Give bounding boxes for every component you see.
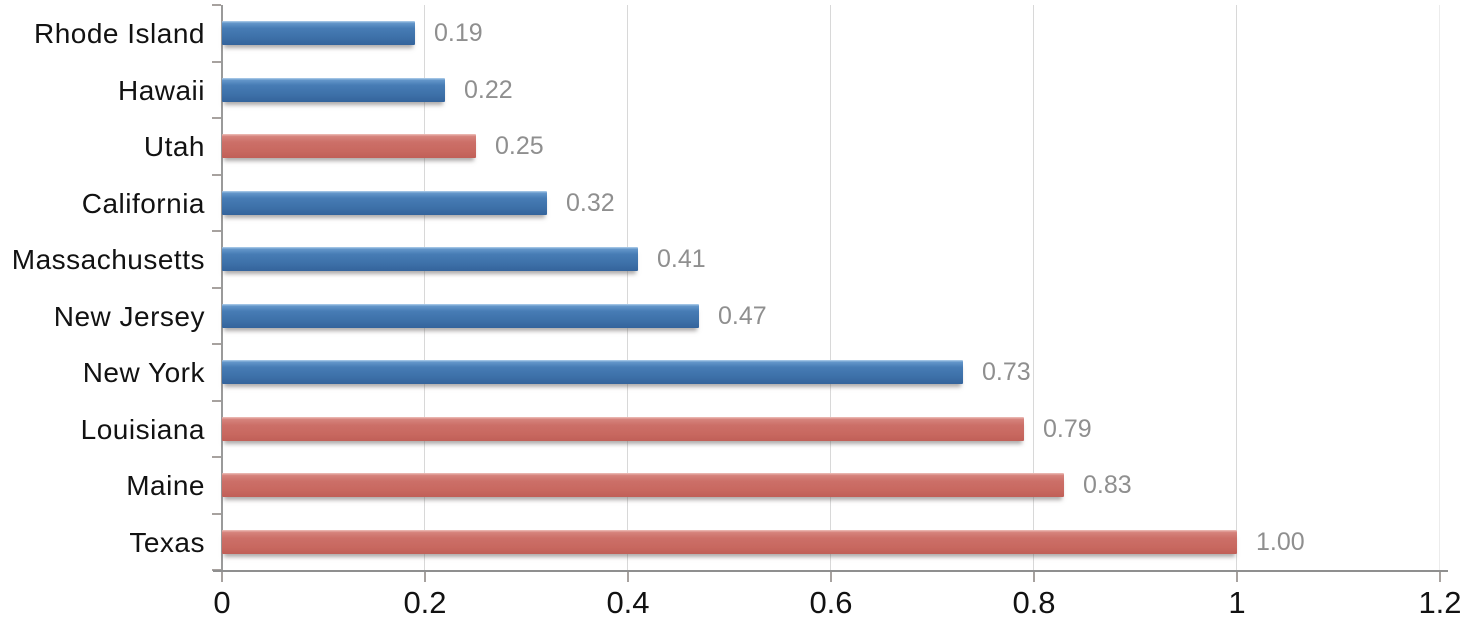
category-label-texas: Texas	[129, 526, 205, 558]
gridline	[1236, 5, 1237, 570]
plot-area: 0.19 0.22 0.25 0.32 0.41 0.47 0.73 0.79 0.83 1.00	[212, 4, 1448, 582]
x-axis-tick-label: 0	[213, 585, 231, 620]
bar-new-york	[222, 360, 963, 384]
y-axis-tick	[212, 287, 221, 289]
x-axis-tick-label: 0.6	[809, 585, 853, 620]
bar-maine	[222, 473, 1064, 497]
y-axis-tick	[212, 400, 221, 402]
bar-louisiana	[222, 417, 1024, 441]
bar-rhode-island	[222, 21, 415, 45]
y-axis-tick	[212, 4, 221, 6]
x-axis-tick	[424, 572, 426, 582]
y-axis-tick	[212, 513, 221, 515]
bar-new-jersey	[222, 304, 699, 328]
bar-utah	[222, 134, 476, 158]
gridline	[627, 5, 628, 570]
y-axis-tick	[212, 61, 221, 63]
bar-california	[222, 191, 547, 215]
bar-value-label: 0.32	[566, 189, 615, 217]
bar-row: 0.22	[222, 62, 1440, 119]
bar-hawaii	[222, 78, 445, 102]
gridline	[830, 5, 831, 570]
bar-value-label: 0.41	[657, 245, 706, 273]
y-axis-tick	[212, 174, 221, 176]
bar-texas	[222, 530, 1237, 554]
x-axis-tick-label: 0.4	[606, 585, 650, 620]
x-axis-tick-label: 0.2	[403, 585, 447, 620]
y-axis-tick	[212, 343, 221, 345]
y-axis-tick	[212, 230, 221, 232]
category-label-massachusetts: Massachusetts	[11, 243, 205, 275]
gridline	[1033, 5, 1034, 570]
x-axis-tick	[221, 572, 223, 582]
bar-row: 0.79	[222, 401, 1440, 458]
bar-value-label: 0.25	[495, 132, 544, 160]
category-label-new-jersey: New Jersey	[53, 300, 205, 332]
x-axis-tick-label: 1.2	[1418, 585, 1462, 620]
x-axis-tick-label: 0.8	[1012, 585, 1056, 620]
bar-value-label: 0.79	[1043, 415, 1092, 443]
bar-row: 0.19	[222, 5, 1440, 62]
bar-row: 0.32	[222, 175, 1440, 232]
x-axis-tick	[830, 572, 832, 582]
bar-value-label: 0.19	[434, 19, 483, 47]
bar-value-label: 0.83	[1083, 471, 1132, 499]
category-label-rhode-island: Rhode Island	[33, 17, 205, 49]
category-label-california: California	[81, 187, 205, 219]
gridline	[424, 5, 425, 570]
y-axis-tick	[212, 117, 221, 119]
x-axis-tick	[627, 572, 629, 582]
bar-row: 0.73	[222, 344, 1440, 401]
bar-row: 0.47	[222, 288, 1440, 345]
bar-row: 0.41	[222, 231, 1440, 288]
bar-row: 0.25	[222, 118, 1440, 175]
gridline	[1439, 5, 1440, 570]
category-label-maine: Maine	[126, 469, 205, 501]
bar-value-label: 1.00	[1256, 528, 1305, 556]
bar-value-label: 0.73	[982, 358, 1031, 386]
x-axis-tick	[1236, 572, 1238, 582]
category-label-hawaii: Hawaii	[117, 74, 205, 106]
category-label-new-york: New York	[82, 356, 205, 388]
category-label-utah: Utah	[143, 130, 205, 162]
category-label-louisiana: Louisiana	[80, 413, 205, 445]
y-axis-tick	[212, 456, 221, 458]
bar-value-label: 0.22	[464, 76, 513, 104]
bar-massachusetts	[222, 247, 638, 271]
x-axis-tick	[1033, 572, 1035, 582]
x-axis-tick-label: 1	[1228, 585, 1246, 620]
x-axis-tick	[1439, 572, 1441, 582]
bar-row: 1.00	[222, 514, 1440, 571]
bar-value-label: 0.47	[718, 302, 767, 330]
y-axis-line	[221, 5, 223, 570]
bar-row: 0.83	[222, 457, 1440, 514]
x-axis-line	[213, 570, 1448, 572]
